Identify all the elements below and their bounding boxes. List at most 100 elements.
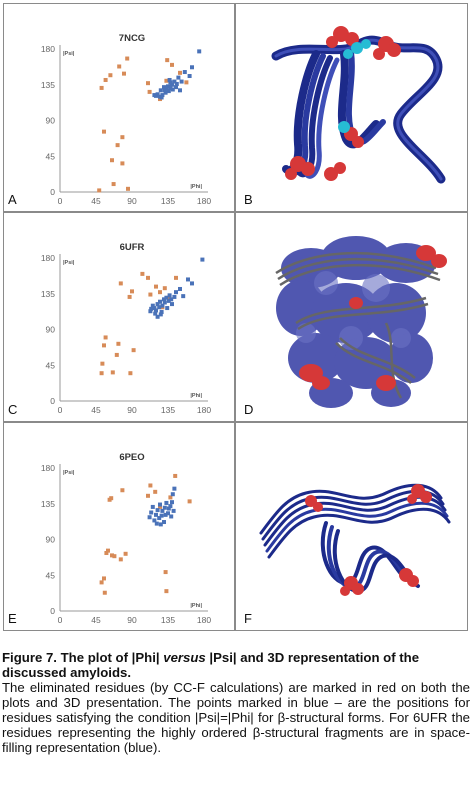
blue-data-point [163,512,168,517]
blue-data-point [150,303,155,308]
orange-data-point [146,493,150,498]
blue-data-point [163,90,168,95]
blue-data-point [166,89,171,94]
orange-data-point [153,489,158,494]
orange-data-point [164,589,169,594]
chart-title: 7NCG [119,33,145,44]
blue-data-point [169,297,174,302]
orange-data-point [120,135,125,140]
blue-data-point [155,92,160,97]
x-tick-label: 0 [58,615,63,625]
x-tick-label: 90 [127,405,137,415]
blue-data-point [153,311,158,316]
orange-data-point [147,89,152,94]
y-tick-label: 180 [41,463,55,473]
blue-data-point [159,310,164,315]
x-tick-label: 180 [197,615,211,625]
orange-data-point [170,62,174,67]
blue-data-point [152,518,157,523]
y-tick-label: 45 [46,151,56,161]
blue-data-point [160,508,165,513]
blue-data-point [154,512,158,517]
y-tick-label: 135 [41,80,55,90]
figure-caption: Figure 7. The plot of |Phi| versus |Psi|… [2,650,470,755]
blue-data-point [159,95,164,100]
y-tick-label: 90 [46,116,56,126]
blue-data-point [170,82,174,87]
blue-data-point [157,305,162,310]
blue-data-point [168,85,173,90]
panel-letter-a: A [8,192,17,207]
caption-title-part-2: |Psi| and 3D representation of the discu… [2,650,420,680]
x-axis-label: |Phi| [190,184,202,190]
blue-data-point [155,302,160,307]
orange-data-point [103,77,108,82]
blue-data-point [170,500,174,505]
blue-data-point [154,521,159,526]
orange-data-point [178,70,182,75]
blue-data-point [190,65,194,70]
orange-data-point [116,341,121,346]
orange-data-point [97,188,102,193]
blue-data-point [170,492,175,497]
blue-data-point [164,500,169,505]
orange-data-point [99,580,104,585]
y-tick-label: 0 [50,606,55,616]
orange-data-point [120,488,125,493]
figure-7: 7NCG 0 45 90 135 180 0 45 90 135 180 |Psi| |Phi| A [3,3,468,631]
orange-data-point [110,553,114,558]
blue-data-point [162,88,167,93]
orange-data-point [102,576,106,581]
blue-data-point [197,49,202,54]
orange-data-point [126,186,130,191]
x-tick-label: 90 [127,615,137,625]
orange-data-point [164,78,169,83]
orange-data-point [118,557,123,562]
orange-data-point [168,495,173,500]
molecular-ribbon-6peo-image [259,483,451,596]
orange-data-point [166,295,171,300]
panel-letter-d: D [244,402,254,417]
orange-data-point [108,73,113,78]
orange-data-point [125,56,130,61]
orange-data-point [110,370,115,375]
blue-data-point [155,314,160,319]
y-axis-label: |Psi| [63,260,75,266]
orange-data-point [127,294,132,299]
orange-data-point [174,275,178,280]
y-tick-label: 0 [50,187,55,197]
blue-data-point [178,88,182,93]
blue-data-point [176,75,181,80]
orange-data-point [104,551,109,556]
blue-data-point [157,516,162,521]
blue-data-point [172,79,177,84]
orange-data-point [128,371,133,376]
chart-title: 6UFR [120,242,145,253]
orange-data-point [146,81,150,86]
panel-letter-c: C [8,402,18,417]
caption-title: Figure 7. The plot of |Phi| versus |Psi|… [2,650,470,680]
blue-data-point [170,87,175,92]
blue-data-point [162,505,167,510]
x-tick-label: 0 [58,196,63,206]
blue-data-point [174,85,178,90]
x-axis-label: |Phi| [190,393,202,399]
orange-data-point [148,292,153,297]
x-axis-label: |Phi| [190,603,202,609]
x-tick-label: 135 [161,615,175,625]
blue-data-point [147,515,152,520]
caption-title-part-1: Figure 7. The plot of |Phi| [2,650,164,665]
orange-data-point [146,275,150,280]
orange-data-point [187,499,192,504]
blue-data-point [162,297,166,302]
orange-data-point [154,284,158,289]
blue-data-point [170,302,174,307]
blue-data-point [174,290,178,295]
blue-data-point [158,522,163,527]
scatter-chart-7ncg: 7NCG 0 45 90 135 180 0 45 90 135 180 |Psi| |Phi| [41,33,212,206]
orange-data-point [184,80,189,85]
molecular-ribbon-7ncg-image [271,26,446,184]
y-tick-label: 45 [46,570,56,580]
blue-data-point [158,299,162,304]
blue-data-point [187,74,192,79]
